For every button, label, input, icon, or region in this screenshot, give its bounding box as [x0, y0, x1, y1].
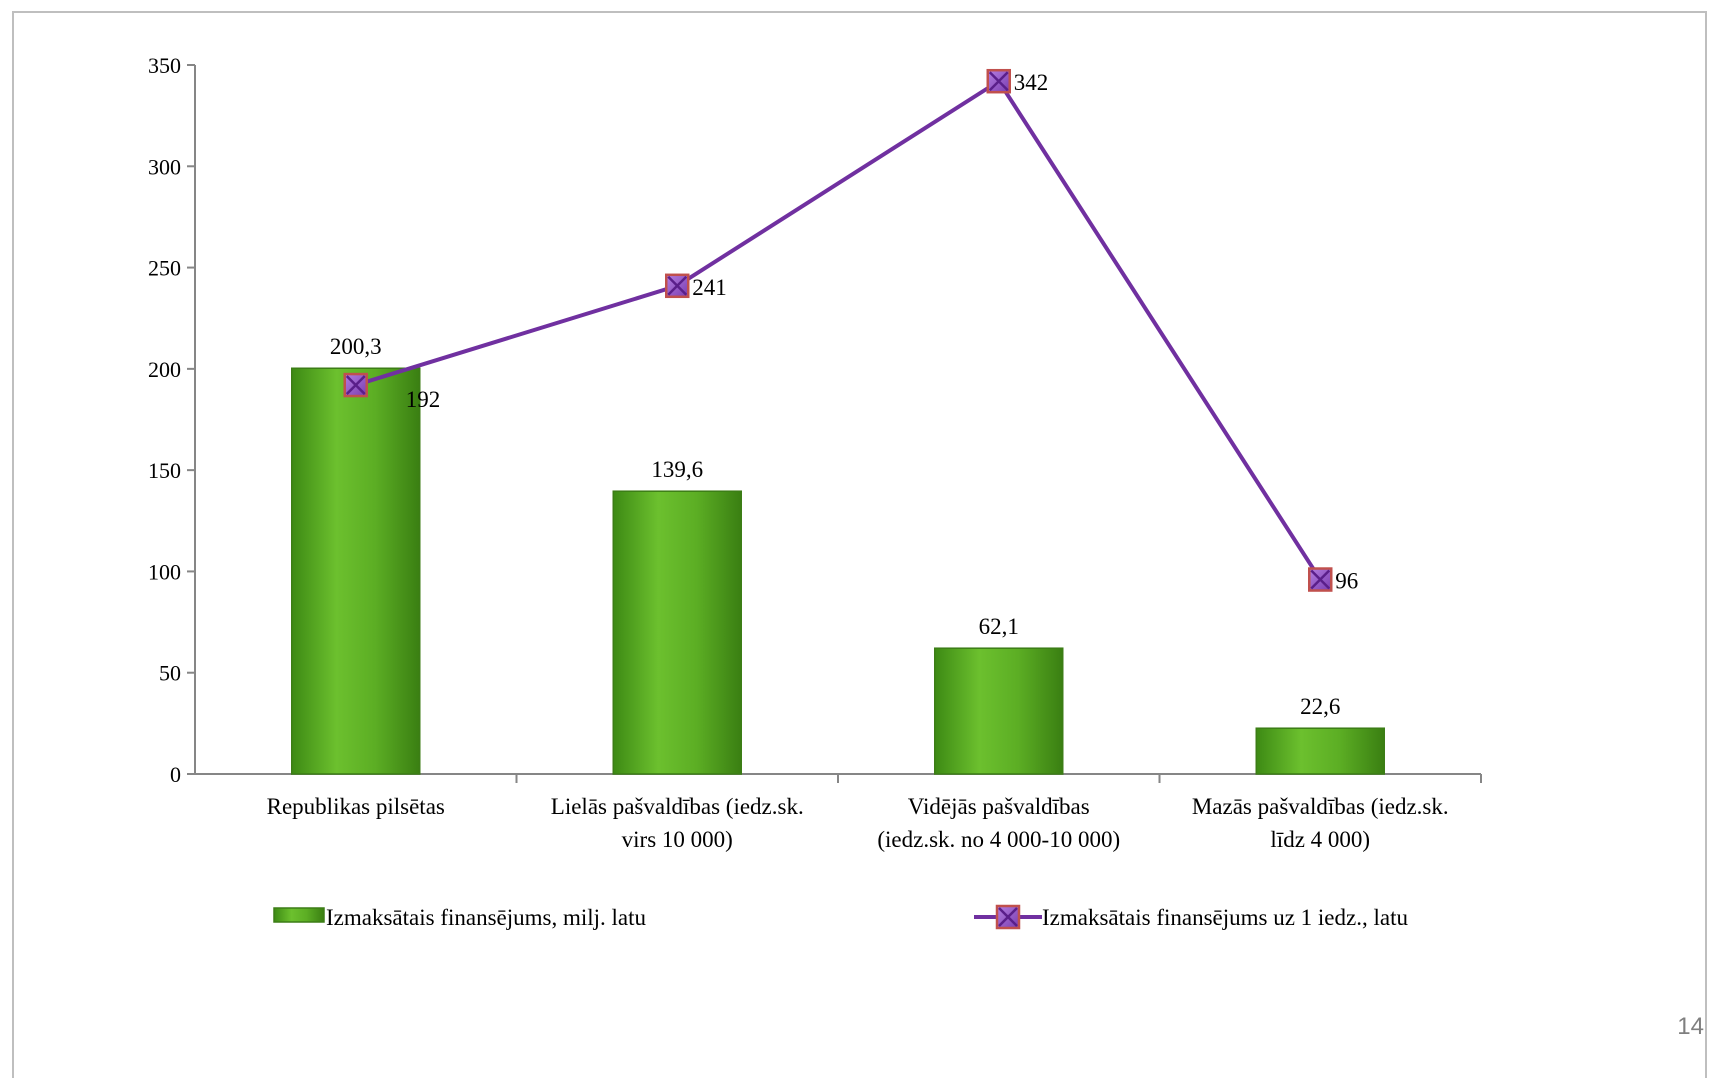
line-data-label: 96 — [1335, 569, 1358, 594]
line-data-label: 192 — [406, 387, 441, 412]
line-data-label: 241 — [692, 275, 727, 300]
x-tick-label: Mazās pašvaldības (iedz.sk. līdz 4 000) — [1192, 794, 1449, 852]
bar — [291, 367, 421, 775]
bar — [612, 490, 742, 775]
y-tick-label: 0 — [170, 762, 181, 787]
bar — [934, 647, 1064, 775]
bar-data-label: 62,1 — [979, 614, 1019, 639]
x-tick-label: Lielās pašvaldības (iedz.sk. virs 10 000) — [551, 794, 804, 852]
legend-label: Izmaksātais finansējums, milj. latu — [326, 905, 647, 930]
line-marker — [986, 68, 1011, 94]
bar-data-label: 22,6 — [1300, 694, 1340, 719]
y-tick-label: 150 — [148, 458, 181, 483]
y-tick-label: 300 — [148, 154, 181, 179]
chart: 0 50 100 150 200 250 300 350 Republikas pilsētas… — [148, 53, 1482, 930]
legend-marker — [995, 904, 1021, 930]
page-number: 14 — [1677, 1013, 1704, 1040]
line-data-label: 342 — [1014, 70, 1049, 95]
x-tick-label: Republikas pilsētas — [267, 794, 445, 819]
y-tick-label: 100 — [148, 559, 181, 584]
line-marker — [343, 372, 368, 398]
y-tick-label: 200 — [148, 357, 181, 382]
bar — [1255, 727, 1385, 775]
legend-label: Izmaksātais finansējums uz 1 iedz., latu — [1042, 905, 1408, 930]
x-tick-label: Vidējās pašvaldības (iedz.sk. no 4 000-10… — [877, 794, 1120, 852]
slide: 0 50 100 150 200 250 300 350 Republikas pilsētas… — [12, 11, 1707, 1078]
bar-data-label: 139,6 — [651, 457, 703, 482]
y-tick-label: 350 — [148, 53, 181, 78]
y-tick-label: 50 — [159, 661, 181, 686]
legend-item-line: Izmaksātais finansējums uz 1 iedz., latu — [974, 904, 1408, 930]
bar-data-label: 200,3 — [330, 334, 382, 359]
legend-swatch — [273, 907, 325, 923]
line-series — [355, 78, 1322, 581]
legend-item-bar: Izmaksātais finansējums, milj. latu — [273, 905, 647, 930]
line-marker — [665, 273, 690, 299]
y-tick-label: 250 — [148, 256, 181, 281]
line-marker — [1308, 567, 1333, 592]
